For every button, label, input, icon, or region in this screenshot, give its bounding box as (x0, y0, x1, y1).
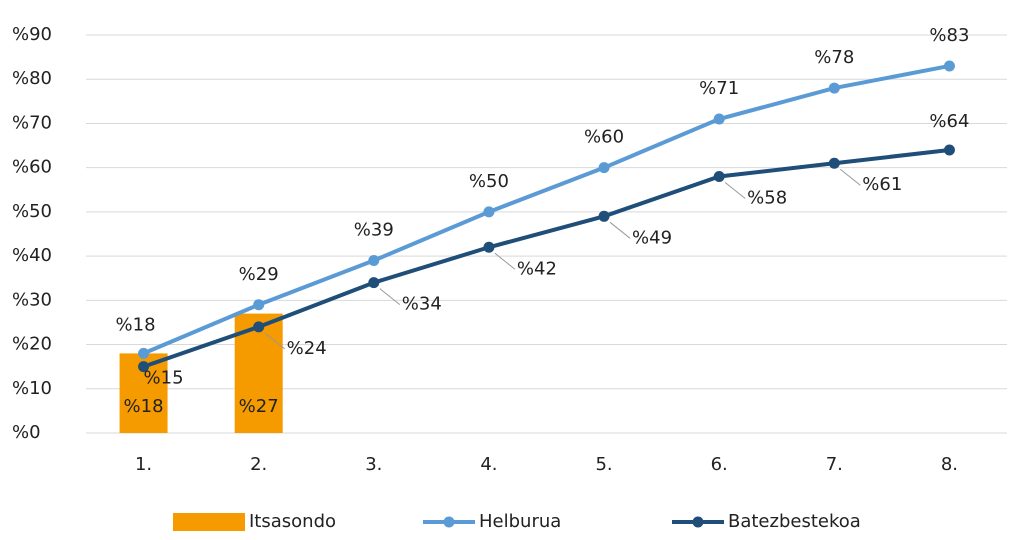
y-tick-label: %40 (12, 245, 52, 266)
marker (713, 171, 725, 183)
x-tick-label: 1. (135, 454, 152, 475)
y-tick-label: %80 (12, 68, 52, 89)
data-label: %29 (239, 264, 279, 285)
marker (828, 82, 840, 94)
data-label: %27 (239, 396, 279, 417)
data-label: %58 (747, 188, 787, 209)
data-label: %18 (116, 314, 156, 335)
marker (943, 144, 955, 156)
x-tick-label: 4. (480, 454, 497, 475)
y-tick-label: %20 (12, 334, 52, 355)
data-label: %83 (929, 25, 969, 46)
data-label: %50 (469, 171, 509, 192)
marker (483, 206, 495, 218)
marker (368, 277, 380, 289)
y-tick-label: %90 (12, 24, 52, 45)
data-label: %60 (584, 127, 624, 148)
leader-line (840, 168, 861, 186)
y-tick-label: %30 (12, 289, 52, 310)
x-tick-label: 3. (365, 454, 382, 475)
data-label: %42 (517, 258, 557, 279)
y-tick-label: %10 (12, 378, 52, 399)
legend-marker (692, 516, 704, 528)
legend-label: Helburua (479, 511, 561, 532)
marker (943, 60, 955, 72)
data-label: %61 (862, 174, 902, 195)
leader-line (379, 288, 401, 306)
line (142, 147, 950, 369)
data-label: %18 (124, 396, 164, 417)
x-tick-label: 7. (826, 454, 843, 475)
marker (138, 361, 150, 373)
data-label: %78 (814, 47, 854, 68)
line (142, 63, 950, 356)
x-tick-label: 6. (711, 454, 728, 475)
marker (483, 241, 495, 253)
leader-line (264, 332, 285, 350)
data-label: %34 (402, 294, 442, 315)
data-label: %64 (929, 111, 969, 132)
data-label: %71 (699, 78, 739, 99)
data-label: %39 (354, 220, 394, 241)
leader-line (494, 252, 516, 270)
legend-marker (443, 516, 455, 528)
marker (598, 162, 610, 174)
marker (253, 321, 265, 333)
marker (368, 255, 380, 267)
data-label: %49 (632, 227, 672, 248)
marker (253, 299, 265, 311)
leader-line (724, 182, 746, 199)
marker (713, 113, 725, 125)
y-tick-label: %50 (12, 201, 52, 222)
x-tick-label: 2. (250, 454, 267, 475)
legend-label: Batezbestekoa (728, 511, 861, 532)
y-tick-label: %0 (12, 422, 41, 443)
legend-swatch (173, 513, 245, 531)
marker (828, 157, 840, 169)
marker (598, 210, 610, 222)
leader-line (609, 221, 631, 239)
y-tick-label: %60 (12, 157, 52, 178)
x-tick-label: 8. (941, 454, 958, 475)
legend-label: Itsasondo (249, 511, 336, 532)
data-label: %15 (144, 368, 184, 389)
marker (138, 347, 150, 359)
data-label: %24 (287, 338, 327, 359)
y-tick-label: %70 (12, 112, 52, 133)
x-tick-label: 5. (595, 454, 612, 475)
